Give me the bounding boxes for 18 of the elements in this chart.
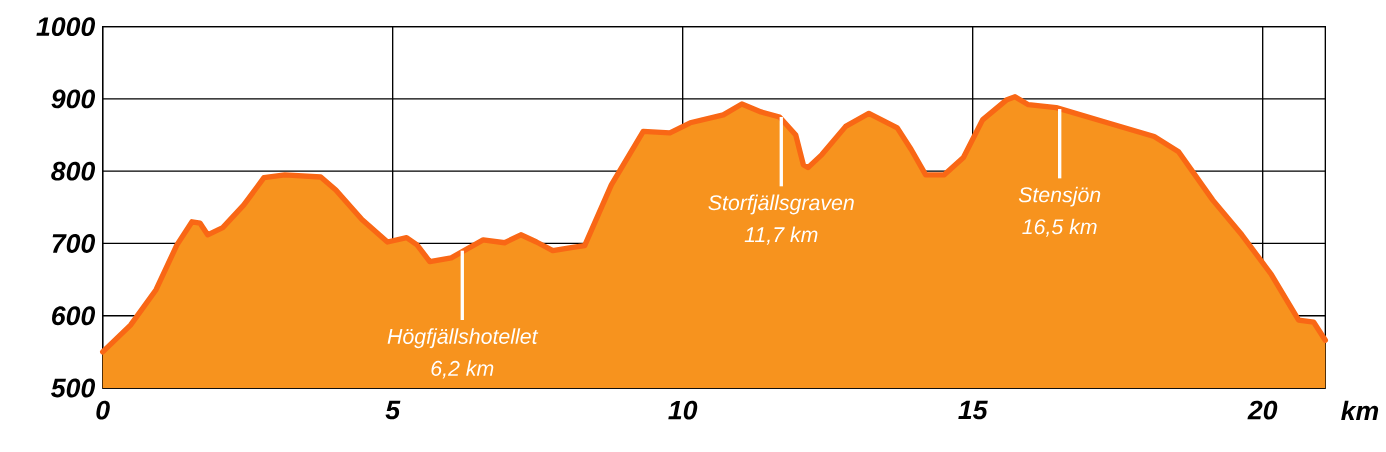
annotation: 16,5 km: [1022, 218, 1097, 237]
y-tick-label: 600: [52, 306, 96, 326]
y-tick-label: 800: [51, 161, 96, 181]
y-tick-label: 1000: [36, 17, 96, 37]
x-tick-label: 20: [1247, 400, 1278, 420]
x-tick-label: 5: [385, 400, 401, 420]
annotation: Storfjällsgraven: [708, 194, 854, 215]
x-tick-label: 10: [668, 400, 698, 420]
annotation: 6,2 km: [431, 360, 494, 379]
annotation: 11,7 km: [744, 226, 818, 245]
y-tick-label: 900: [51, 89, 96, 109]
annotation: Högfjällshotellet: [387, 328, 539, 349]
y-tick-label: 500: [51, 378, 96, 398]
x-axis-title: km: [1341, 400, 1379, 421]
y-tick-label: 700: [52, 234, 96, 253]
x-tick-label: 15: [958, 400, 988, 420]
x-tick-label: 0: [96, 400, 110, 420]
annotation: Stensjön: [1018, 186, 1101, 207]
